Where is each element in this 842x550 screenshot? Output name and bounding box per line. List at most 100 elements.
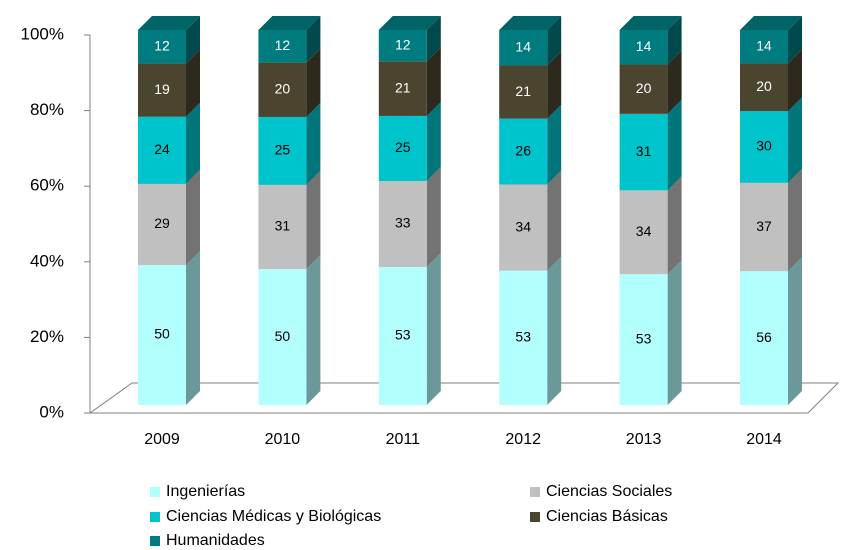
bar-side xyxy=(426,167,441,267)
legend-label: Humanidades xyxy=(166,532,265,549)
x-tick-label: 2013 xyxy=(626,431,662,448)
bar-side xyxy=(186,251,200,405)
value-label: 14 xyxy=(515,38,531,54)
bar-side xyxy=(667,16,682,65)
value-label: 20 xyxy=(636,80,652,96)
legend-label: Ciencias Básicas xyxy=(546,508,668,525)
bar-side xyxy=(547,104,562,185)
bar-side xyxy=(186,169,200,266)
legend-label: Ciencias Médicas y Biológicas xyxy=(166,508,381,525)
bar-side xyxy=(186,16,200,64)
bar xyxy=(619,190,668,275)
bar xyxy=(740,30,788,64)
value-label: 34 xyxy=(515,218,531,234)
y-tick-label: 40% xyxy=(30,251,64,270)
value-label: 53 xyxy=(515,329,531,345)
bar-side xyxy=(667,260,682,405)
bar xyxy=(378,266,427,405)
value-label: 21 xyxy=(515,83,531,99)
bar xyxy=(258,184,307,270)
value-label: 29 xyxy=(154,215,170,231)
value-label: 24 xyxy=(154,141,170,157)
x-tick-label: 2009 xyxy=(144,431,180,448)
value-label: 37 xyxy=(756,218,772,234)
value-label: 21 xyxy=(395,79,411,95)
value-label: 31 xyxy=(636,143,652,159)
bar-side xyxy=(426,252,441,405)
value-label: 12 xyxy=(154,37,170,53)
value-label: 25 xyxy=(395,139,411,155)
bar-side xyxy=(306,102,321,185)
value-label: 20 xyxy=(275,80,291,96)
value-label: 53 xyxy=(395,327,411,343)
bar-side xyxy=(306,255,321,405)
bar xyxy=(258,116,307,185)
value-label: 34 xyxy=(636,223,652,239)
bar xyxy=(740,63,788,112)
x-tick-label: 2010 xyxy=(265,431,301,448)
bar-top xyxy=(740,16,802,30)
value-label: 12 xyxy=(275,37,291,53)
bar xyxy=(619,30,668,65)
bar xyxy=(499,30,548,66)
bar xyxy=(378,115,427,182)
bar xyxy=(138,183,186,266)
bar xyxy=(138,265,186,405)
bar-side xyxy=(788,257,802,405)
bar xyxy=(740,111,788,183)
x-tick-label: 2012 xyxy=(505,431,541,448)
bar xyxy=(138,63,186,117)
bar-top xyxy=(619,16,682,30)
bar xyxy=(499,65,548,119)
value-label: 33 xyxy=(395,215,411,231)
bar xyxy=(619,64,668,114)
bar xyxy=(499,118,548,185)
y-tick-label: 80% xyxy=(30,100,64,119)
legend-swatch xyxy=(530,487,540,497)
value-label: 14 xyxy=(636,38,652,54)
bar-side xyxy=(547,16,562,66)
y-tick-label: 60% xyxy=(30,176,64,195)
value-label: 26 xyxy=(515,142,531,158)
bar-side xyxy=(788,168,802,272)
value-label: 31 xyxy=(275,218,291,234)
value-label: 50 xyxy=(275,328,291,344)
bar xyxy=(138,30,186,64)
bar xyxy=(619,113,668,191)
bar-side xyxy=(547,51,562,119)
bar-side xyxy=(667,176,682,275)
x-tick-label: 2011 xyxy=(386,431,421,448)
value-label: 25 xyxy=(275,142,291,158)
legend-swatch xyxy=(150,512,160,522)
bar-side xyxy=(788,16,802,64)
bar-side xyxy=(547,256,562,405)
bar xyxy=(619,274,668,405)
bar xyxy=(258,30,307,63)
bar-side xyxy=(426,47,441,116)
bar xyxy=(378,61,427,116)
x-tick-label: 2014 xyxy=(746,431,782,448)
bar-side xyxy=(667,99,682,191)
legend-label: Ciencias Sociales xyxy=(546,483,672,500)
legend-swatch xyxy=(530,512,540,522)
bar-top xyxy=(378,16,441,30)
value-label: 20 xyxy=(756,78,772,94)
value-label: 30 xyxy=(756,138,772,154)
bar-side xyxy=(426,16,441,62)
value-label: 19 xyxy=(154,81,170,97)
bar xyxy=(378,181,427,267)
bar-side xyxy=(186,102,200,184)
bar xyxy=(378,30,427,62)
bar xyxy=(499,184,548,271)
bar xyxy=(258,269,307,405)
legend-swatch xyxy=(150,536,160,546)
bar xyxy=(740,271,788,405)
bar-side xyxy=(667,50,682,114)
bar xyxy=(499,270,548,405)
y-tick-label: 20% xyxy=(30,327,64,346)
y-tick-label: 0% xyxy=(39,402,64,421)
value-label: 14 xyxy=(756,37,772,53)
bar-top xyxy=(258,16,321,30)
value-label: 12 xyxy=(395,36,411,52)
